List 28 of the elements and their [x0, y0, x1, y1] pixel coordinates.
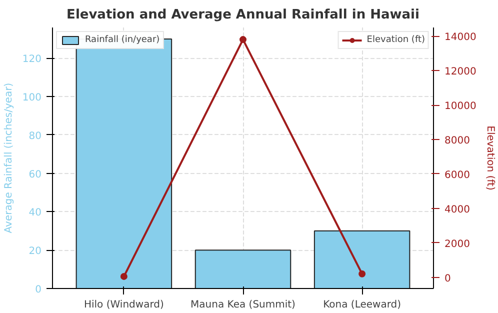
- y-tick-label: 40: [28, 208, 42, 219]
- y2-tick-label: 0: [444, 273, 451, 284]
- y-tick-label: 80: [28, 130, 42, 142]
- point: [358, 270, 366, 278]
- y2-tick-label: 4000: [444, 204, 470, 216]
- legend-label: Elevation (ft): [366, 35, 425, 45]
- y-axis-title: Average Rainfall (inches/year): [3, 82, 14, 234]
- bar: [314, 230, 410, 288]
- y2-tick-label: 8000: [444, 135, 470, 146]
- bar: [194, 250, 292, 288]
- y2-tick-label: 14000: [444, 32, 476, 44]
- x-tick-label: Kona (Leeward): [323, 300, 402, 310]
- y2-tick-label: 10000: [444, 101, 476, 112]
- chart-title: Elevation and Average Annual Rainfall in Hawaii: [66, 8, 420, 22]
- y2-axis-title: Elevation (ft): [484, 126, 496, 190]
- y-tick-label: 100: [22, 92, 42, 104]
- x-tick-label: Hilo (Windward): [84, 300, 164, 310]
- y-tick-label: 120: [22, 54, 42, 66]
- y2-tick-label: 12000: [444, 66, 476, 78]
- y-tick-label: 20: [28, 246, 42, 258]
- point: [120, 272, 128, 280]
- y-tick-label: 60: [28, 169, 42, 180]
- y2-tick-label: 6000: [444, 170, 470, 181]
- y-tick-label: 0: [35, 284, 42, 296]
- x-tick-label: Mauna Kea (Summit): [190, 300, 296, 310]
- legend-label: Rainfall (in/year): [85, 35, 160, 45]
- y2-tick-label: 2000: [444, 238, 470, 250]
- point: [240, 36, 246, 44]
